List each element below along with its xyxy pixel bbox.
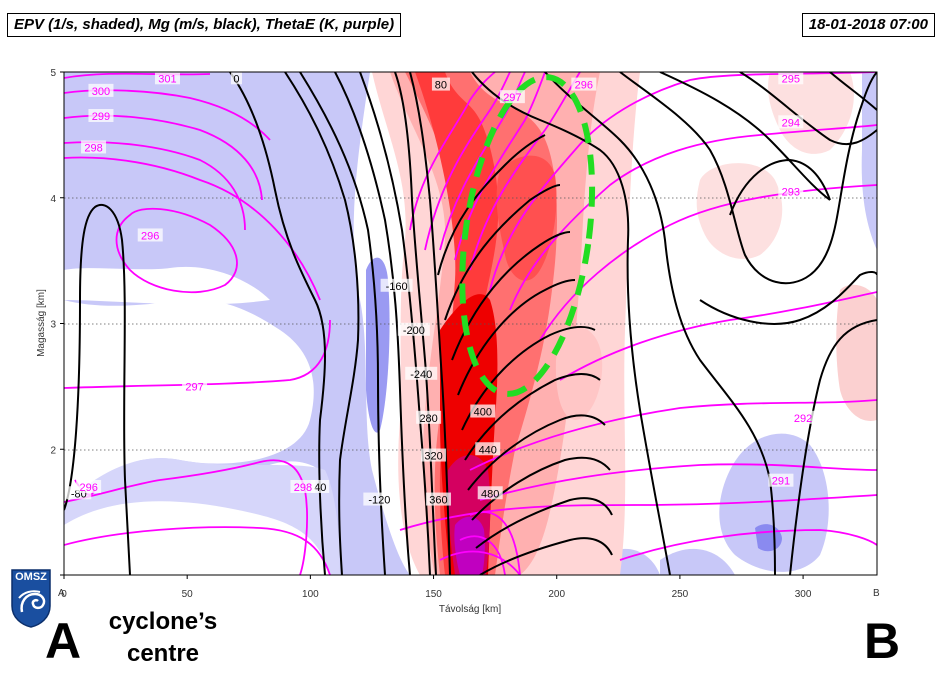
cyclone-line-1: cyclone’s — [108, 608, 218, 635]
mg-contour-label-bg — [363, 492, 396, 506]
mg-contour-label: 480 — [481, 488, 499, 500]
thetae-contour-labels: 301 300 299 298 296 297 298 296 297 296 295 294 293 2… — [76, 72, 816, 494]
mg-contour-labels: -80040-120-160-200-240280320360400440480… — [66, 72, 503, 507]
thetae-contour-label-bg — [499, 90, 525, 104]
thetae-contour-label-bg — [778, 72, 804, 85]
logo-text: OMSZ — [15, 571, 47, 583]
mg-contour-label: 440 — [479, 444, 497, 456]
mg-contour-label: 280 — [419, 413, 437, 425]
y-tick-label: 2 — [50, 445, 56, 456]
thetae-contour-label-bg — [182, 379, 208, 393]
thetae-contour-label-bg — [790, 410, 816, 424]
x-axis: 0 50 100 150 200 250 300 — [61, 575, 812, 600]
mg-contour-label-bg — [405, 366, 438, 380]
mg-contour-label: 80 — [435, 80, 447, 92]
thetae-contours — [64, 72, 877, 575]
thetae-contour-label-bg — [88, 109, 114, 123]
thetae-contour-label-bg — [88, 83, 114, 97]
endpoint-b-label: B — [873, 588, 880, 599]
thetae-contour-label: 298 — [84, 142, 102, 154]
thetae-contour-label: 295 — [782, 73, 800, 85]
mg-contour-label-bg — [230, 72, 242, 85]
mg-contour-label: -200 — [403, 325, 425, 337]
thetae-contour-label-bg — [571, 77, 597, 91]
mg-contour-label-bg — [470, 404, 496, 418]
thetae-contour-label-bg — [154, 72, 180, 85]
mg-contour-label: 400 — [474, 407, 492, 419]
mg-contour-label: 360 — [429, 495, 447, 507]
y-tick-label: 5 — [50, 68, 56, 79]
mg-contour-label-bg — [421, 448, 447, 462]
thetae-contour-label-bg — [81, 140, 107, 154]
y-tick-label: 4 — [50, 194, 56, 205]
mg-contour-label-bg — [431, 77, 450, 91]
mg-contour-label-bg — [475, 442, 501, 456]
thetae-contour-label: 297 — [503, 92, 521, 104]
thetae-contour-label: 297 — [185, 381, 203, 393]
section-end-letter: B — [864, 613, 901, 669]
mg-contour-label-bg — [425, 492, 451, 506]
thetae-contour-label-bg — [778, 115, 804, 129]
thetae-contour-label: 294 — [782, 117, 800, 129]
grid-lines — [64, 197, 877, 451]
cyclone-centre-annotation: cyclone’s centre — [108, 606, 218, 670]
thetae-contour-label: 296 — [575, 80, 593, 92]
mg-contour-label: 0 — [233, 73, 239, 85]
thetae-contour-label-bg — [290, 479, 316, 493]
x-axis-title: Távolság [km] — [439, 604, 501, 615]
x-tick-label: 100 — [302, 589, 319, 600]
x-tick-label: 250 — [672, 589, 689, 600]
y-axis: 2 3 4 5 — [50, 68, 64, 576]
x-tick-label: 300 — [795, 589, 812, 600]
mg-contour-label: 320 — [424, 451, 442, 463]
thetae-contour-label-bg — [778, 184, 804, 198]
y-axis-title: Magasság [km] — [36, 289, 47, 357]
thetae-contour-label: 296 — [79, 482, 97, 494]
mg-contour-label-bg — [416, 410, 442, 424]
thetae-contour-label: 291 — [772, 476, 790, 488]
section-start-letter: A — [45, 613, 82, 669]
mg-contour-label-bg — [380, 278, 413, 292]
thetae-contour-label: 298 — [294, 482, 312, 494]
thetae-contour-label-bg — [76, 479, 102, 493]
mg-contour-label: 40 — [314, 482, 326, 494]
thetae-contour-label: 293 — [782, 186, 800, 198]
x-tick-label: 0 — [61, 589, 67, 600]
thetae-contour-label: 296 — [141, 230, 159, 242]
x-tick-label: 200 — [548, 589, 565, 600]
x-tick-label: 150 — [425, 589, 442, 600]
mg-contour-label: -160 — [386, 281, 408, 293]
mg-contour-label-bg — [311, 479, 330, 493]
chart-title: EPV (1/s, shaded), Mg (m/s, black), Thet… — [7, 13, 402, 37]
y-tick-label: 3 — [50, 320, 56, 331]
mg-contour-label: -240 — [410, 369, 432, 381]
plot-area: -80040-120-160-200-240280320360400440480… — [64, 72, 877, 575]
mg-contour-label: -120 — [368, 495, 390, 507]
mg-contour-label-bg — [477, 486, 503, 500]
x-tick-label: 50 — [182, 589, 194, 600]
thetae-contour-label: 301 — [158, 73, 176, 85]
thetae-contour-label: 300 — [92, 86, 110, 98]
cyclone-line-2: centre — [126, 640, 200, 667]
endpoint-a-label: A — [58, 588, 65, 599]
omsz-logo — [11, 569, 51, 628]
thetae-contour-label: 299 — [92, 111, 110, 123]
thetae-contour-label-bg — [768, 473, 794, 487]
thetae-contour-label: 292 — [794, 413, 812, 425]
thetae-contour-label-bg — [137, 228, 163, 242]
datetime-label: 18-01-2018 07:00 — [801, 13, 935, 37]
mg-contour-label-bg — [397, 322, 430, 336]
epv-negative-shading — [64, 72, 877, 575]
highlight-ellipse — [459, 74, 596, 397]
